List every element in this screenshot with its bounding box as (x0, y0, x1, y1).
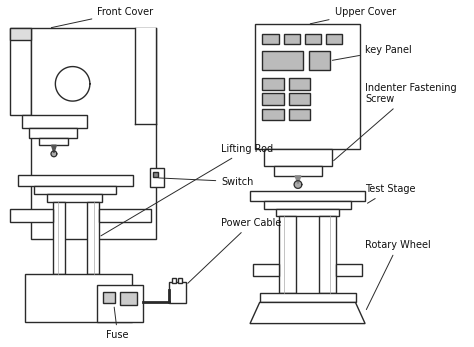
Bar (250, 191, 365, 201)
Bar (289, 78, 310, 90)
Polygon shape (52, 145, 56, 153)
Bar (97, 285, 143, 322)
Bar (289, 93, 310, 105)
Bar (54, 202, 65, 274)
Bar (150, 168, 164, 187)
Bar (87, 202, 99, 274)
Bar (305, 34, 321, 44)
Bar (119, 292, 137, 305)
Bar (289, 109, 310, 120)
Bar (10, 209, 54, 222)
Bar (309, 51, 329, 70)
Text: Front Cover: Front Cover (51, 7, 154, 28)
Text: Lifting Rod: Lifting Rod (101, 144, 273, 236)
Bar (169, 282, 186, 303)
Bar (22, 115, 87, 128)
Bar (29, 128, 77, 137)
Bar (326, 34, 342, 44)
Bar (47, 194, 102, 202)
Polygon shape (250, 303, 365, 324)
Bar (279, 216, 296, 293)
Bar (178, 278, 182, 283)
Text: Test Stage: Test Stage (365, 184, 416, 203)
Bar (263, 34, 279, 44)
Bar (10, 28, 31, 115)
Text: Fuse: Fuse (107, 307, 129, 340)
Bar (39, 137, 68, 145)
Bar (153, 172, 158, 177)
Polygon shape (294, 181, 302, 188)
Bar (31, 28, 156, 239)
Bar (263, 78, 283, 90)
Bar (25, 274, 132, 322)
Bar (263, 109, 283, 120)
Bar (99, 209, 151, 222)
Bar (263, 51, 303, 70)
Polygon shape (295, 176, 301, 184)
Polygon shape (51, 151, 57, 157)
Bar (255, 24, 360, 149)
Bar (319, 216, 337, 293)
Bar (274, 166, 322, 176)
Text: Power Cable: Power Cable (188, 218, 282, 283)
Bar (135, 28, 156, 124)
Bar (264, 149, 331, 166)
Bar (337, 264, 362, 276)
Bar (283, 34, 300, 44)
Bar (253, 264, 279, 276)
Text: Rotary Wheel: Rotary Wheel (365, 240, 431, 310)
Bar (276, 209, 339, 216)
Text: Switch: Switch (159, 177, 254, 187)
Bar (260, 293, 356, 303)
Bar (34, 186, 116, 194)
Text: key Panel: key Panel (332, 45, 412, 60)
Bar (263, 93, 283, 105)
Text: Indenter Fastening
Screw: Indenter Fastening Screw (334, 83, 457, 161)
Bar (18, 175, 133, 186)
Bar (173, 278, 176, 283)
Bar (10, 28, 31, 40)
Text: Upper Cover: Upper Cover (310, 7, 396, 24)
Bar (103, 292, 115, 303)
Bar (264, 201, 351, 209)
